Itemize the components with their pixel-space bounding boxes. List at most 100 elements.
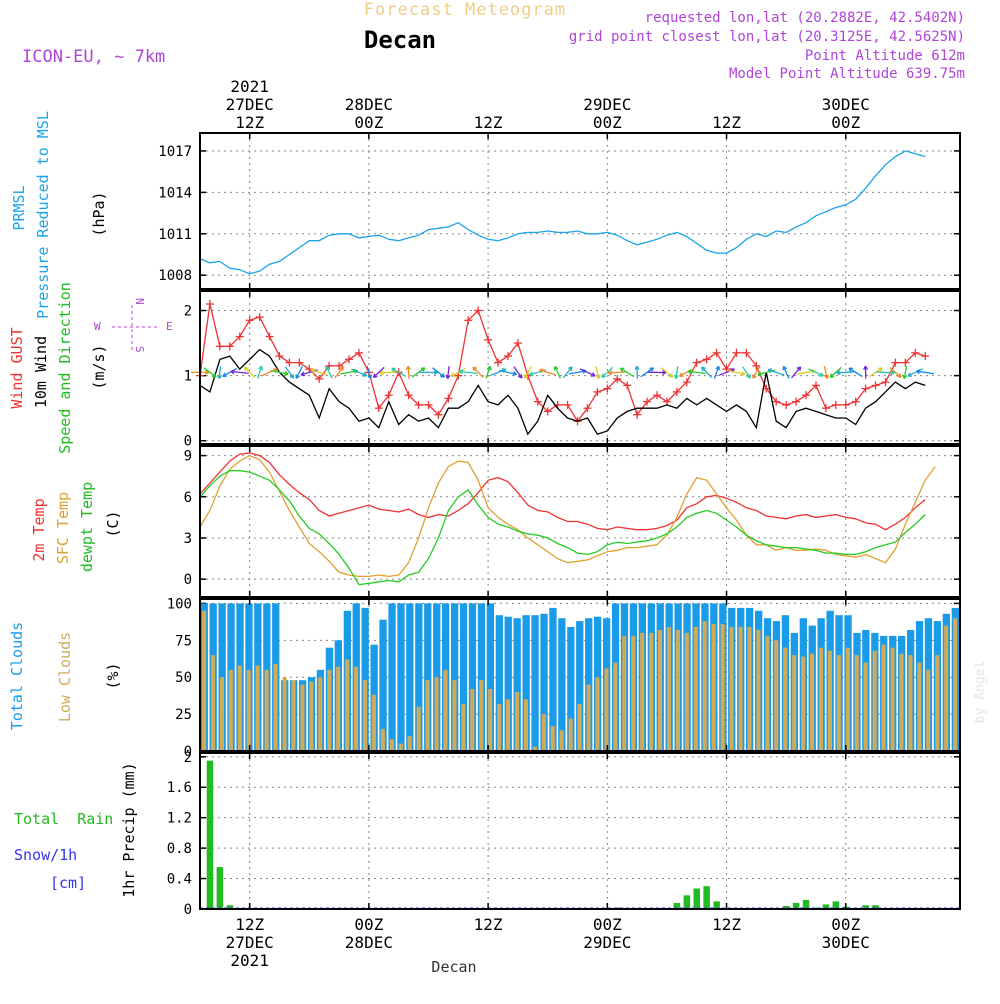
gust-marker [216, 342, 224, 350]
gust-marker [484, 336, 492, 344]
clouds-unit: (%) [104, 662, 122, 689]
bottom-time-label: 30DEC [822, 933, 870, 952]
snow-unit: [cm] [50, 874, 86, 892]
chart-title: Forecast Meteogram [364, 0, 566, 20]
low-cloud-bar [649, 633, 653, 751]
arrow-shaft [792, 367, 801, 378]
gust-marker [822, 404, 830, 412]
low-cloud-bar [247, 670, 251, 751]
rain-label: Total Rain [14, 810, 113, 828]
total-cloud-bar [397, 603, 404, 751]
bottom-time-label: 00Z [354, 915, 383, 934]
y-tick-label: 0.8 [167, 841, 192, 857]
low-cloud-bar [792, 655, 796, 751]
y-tick-label: 3 [184, 531, 192, 547]
low-cloud-bar [667, 627, 671, 751]
top-time-label: 30DEC [822, 95, 870, 114]
pressure-label-1: PRMSL [10, 185, 28, 230]
gust-marker [256, 313, 264, 321]
rain-bar [694, 889, 701, 910]
wind-unit: (m/s) [90, 344, 108, 389]
arrow-shaft [877, 372, 895, 373]
y-tick-label: 2 [184, 304, 192, 320]
low-cloud-bar [381, 729, 385, 751]
gust-marker [693, 359, 701, 367]
arrow-head [719, 366, 720, 370]
credit: by Angel [973, 661, 988, 724]
low-cloud-bar [819, 648, 823, 751]
low-cloud-bar [685, 633, 689, 751]
wind-direction-arrow [837, 371, 855, 375]
low-cloud-bar [613, 663, 617, 752]
low-cloud-bar [435, 677, 439, 751]
wind-direction-arrow [783, 366, 789, 378]
y-tick-label: 0 [184, 902, 192, 918]
wind-speed-label: 10m Wind [32, 336, 50, 408]
total-cloud-bar [388, 603, 395, 751]
low-cloud-bar [488, 689, 492, 751]
wind-direction-arrow [596, 366, 600, 378]
wind-direction-arrow [768, 369, 784, 375]
wind-direction-arrow [296, 366, 302, 378]
rain-bar [217, 867, 224, 909]
gust-marker [792, 398, 800, 406]
wind-direction-arrow [419, 371, 437, 375]
low-cloud-bar [774, 640, 778, 751]
compass-s: S [133, 346, 146, 353]
top-time-label: 2021 [230, 77, 269, 96]
low-cloud-bar [220, 677, 224, 751]
gust-marker [285, 359, 293, 367]
low-cloud-bar [256, 665, 260, 751]
top-time-label: 00Z [593, 113, 622, 132]
gust-marker [703, 355, 711, 363]
low-cloud-bar [309, 682, 313, 751]
arrow-head [897, 376, 901, 377]
low-cloud-bar [640, 633, 644, 751]
model-name: ICON-EU, ~ 7km [22, 47, 165, 67]
wind-direction-arrow [908, 369, 923, 377]
low-cloud-bar [506, 699, 510, 751]
y-tick-label: 1017 [158, 144, 192, 160]
gust-marker [832, 401, 840, 409]
arrow-shaft [473, 367, 483, 377]
bottom-time-label: 00Z [593, 915, 622, 934]
y-tick-label: 100 [167, 596, 192, 612]
arrow-shaft [580, 369, 595, 376]
low-cloud-bar [363, 680, 367, 751]
total-cloud-bar [406, 603, 413, 751]
y-tick-label: 0 [184, 434, 192, 450]
low-cloud-bar [908, 655, 912, 751]
low-cloud-bar [390, 739, 394, 751]
low-cloud-bar [595, 677, 599, 751]
top-time-label: 12Z [235, 113, 264, 132]
low-cloud-bar [765, 636, 769, 751]
low-cloud-bar [426, 680, 430, 751]
low-cloud-bar [470, 689, 474, 751]
low-cloud-bar [399, 744, 403, 751]
point-altitude: Point Altitude 612m [805, 48, 965, 64]
low-cloud-bar [783, 648, 787, 751]
wind-direction-arrow [635, 366, 639, 379]
precip-panel: 00.40.81.21.62 [167, 750, 960, 918]
wind-direction-arrow [714, 366, 719, 378]
low-cloud-bar [899, 654, 903, 751]
y-tick-label: 1 [184, 369, 192, 385]
y-tick-label: 1.2 [167, 811, 192, 827]
low-cloud-bar [935, 655, 939, 751]
gust-marker [355, 349, 363, 357]
low-cloud-bar [917, 663, 921, 752]
wind-direction-arrow [351, 369, 366, 376]
low-cloud-bar [828, 651, 832, 751]
low-cloud-bar [291, 680, 295, 751]
wind-direction-arrow [563, 367, 572, 378]
low-cloud-bar [882, 645, 886, 751]
low-cloud-bar [604, 668, 608, 751]
low-cloud-bar [926, 670, 930, 751]
gust-marker [653, 391, 661, 399]
y-tick-label: 0.4 [167, 872, 192, 888]
bottom-time-label: 27DEC [226, 933, 274, 952]
low-cloud-bar [587, 685, 591, 751]
